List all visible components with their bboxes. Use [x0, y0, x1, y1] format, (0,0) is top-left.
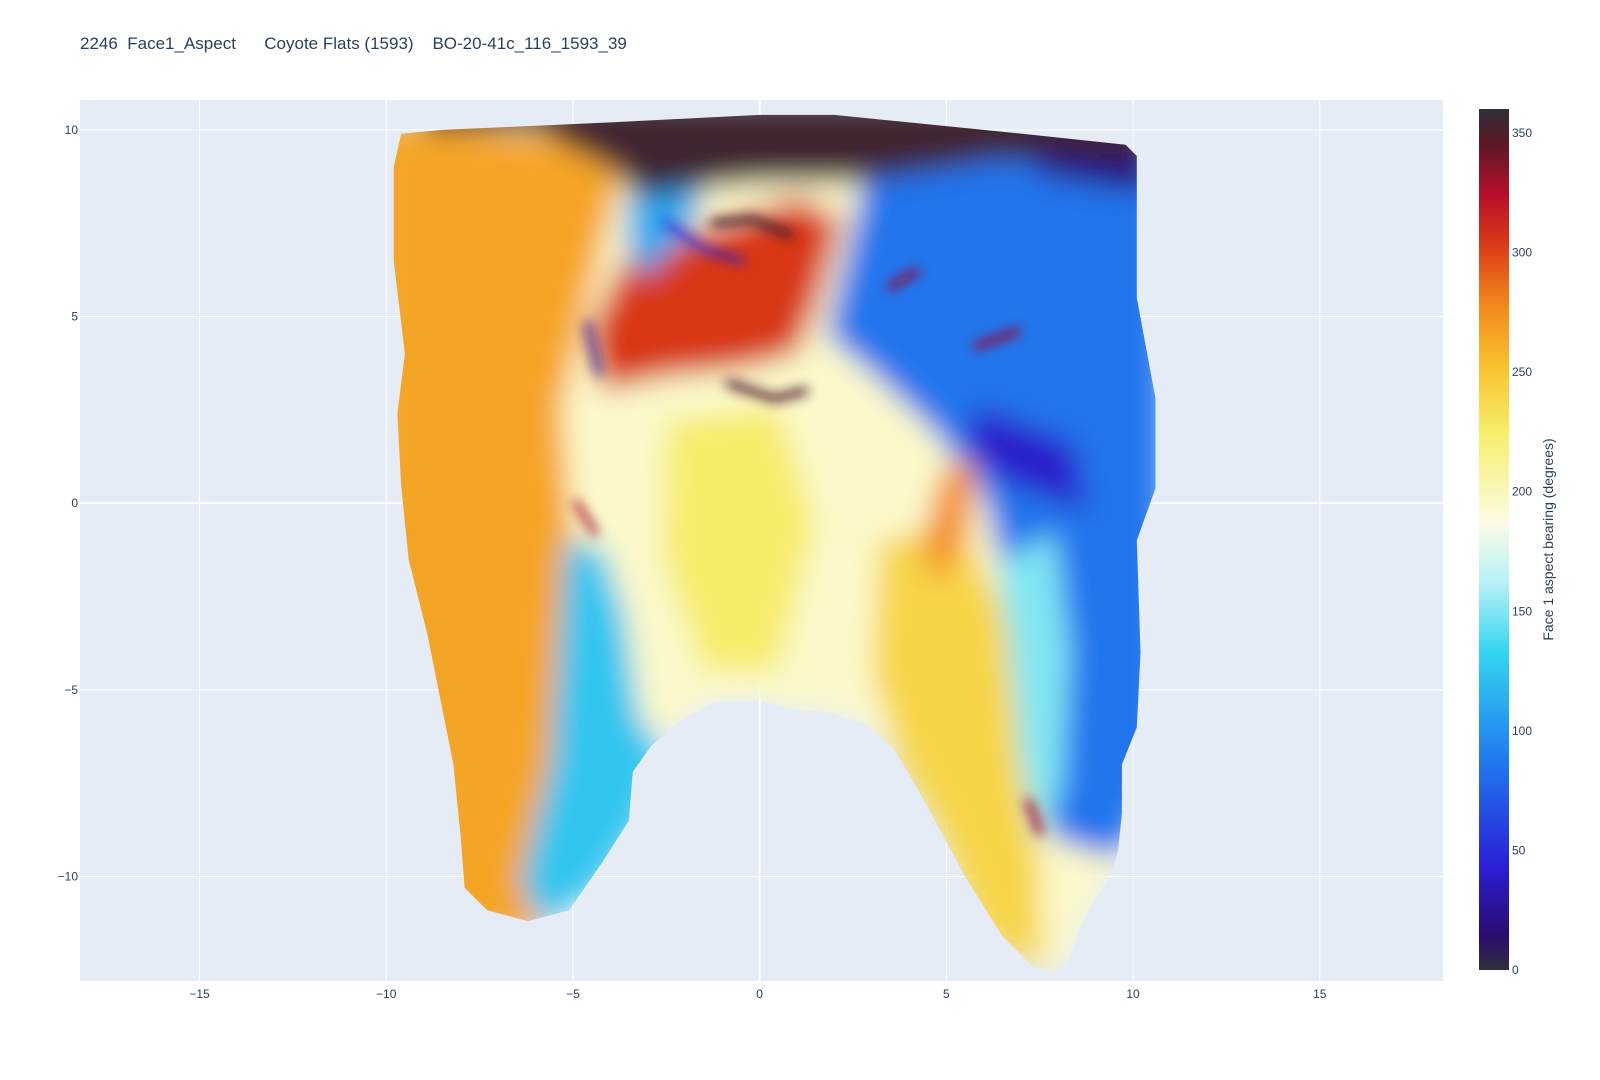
chart-title: 2246 Face1_Aspect Coyote Flats (1593) BO… [80, 34, 627, 53]
surface-blend [393, 114, 1156, 974]
y-tick-label: 5 [71, 310, 78, 324]
region-right-rim-purple [1028, 152, 1148, 194]
colorbar-tick-label: 250 [1512, 365, 1532, 379]
colorbar-tick-label: 150 [1512, 604, 1532, 618]
x-tick-label: 15 [1313, 987, 1327, 1001]
surface-details [573, 214, 1044, 836]
x-axis-ticks: −15 −10 −5 0 5 10 15 [189, 987, 1326, 1001]
surface-clip [393, 114, 1156, 974]
streak-cavity-dark [710, 214, 795, 239]
colorbar-tick-label: 50 [1512, 843, 1526, 857]
y-tick-label: 10 [65, 123, 79, 137]
y-tick-label: −5 [64, 683, 78, 697]
x-tick-label: 0 [756, 987, 763, 1001]
heatmap-surface [393, 114, 1156, 974]
colorbar-title: Face 1 aspect bearing (degrees) [1540, 438, 1556, 640]
region-center-yellow [662, 406, 816, 672]
x-tick-label: 10 [1126, 987, 1140, 1001]
colorbar-tick-label: 100 [1512, 724, 1532, 738]
x-tick-label: 5 [943, 987, 950, 1001]
region-upper-cavity-blue [625, 182, 704, 280]
colorbar-tick-label: 300 [1512, 246, 1532, 260]
colorbar-gradient [1479, 109, 1509, 970]
streak-cavity-blue [663, 220, 744, 264]
region-lower-right-root [871, 525, 1044, 970]
streak-root-red [1024, 798, 1044, 836]
streak-cavity-bottom [725, 379, 809, 403]
colorbar-tick-label: 200 [1512, 485, 1532, 499]
streak-left-red [573, 500, 599, 537]
y-axis-ticks: −10 −5 0 5 10 [58, 123, 79, 884]
colorbar: 0 50 100 150 200 250 300 350 Face 1 aspect beari… [1479, 109, 1556, 977]
region-right-face [826, 144, 1156, 858]
region-upper-cavity-red [587, 197, 842, 392]
x-tick-label: −10 [376, 987, 397, 1001]
streak-cavity-edge [584, 320, 603, 376]
streak-right-red-1 [886, 268, 920, 291]
colorbar-tick-label: 350 [1512, 126, 1532, 140]
streak-right-red-2 [972, 327, 1021, 350]
x-tick-label: −15 [189, 987, 210, 1001]
x-tick-label: −5 [566, 987, 580, 1001]
colorbar-tick-label: 0 [1512, 963, 1519, 977]
region-right-deep-blue [965, 406, 1089, 511]
y-tick-label: −10 [58, 869, 79, 883]
region-right-orange [920, 458, 977, 586]
y-tick-label: 0 [71, 496, 78, 510]
